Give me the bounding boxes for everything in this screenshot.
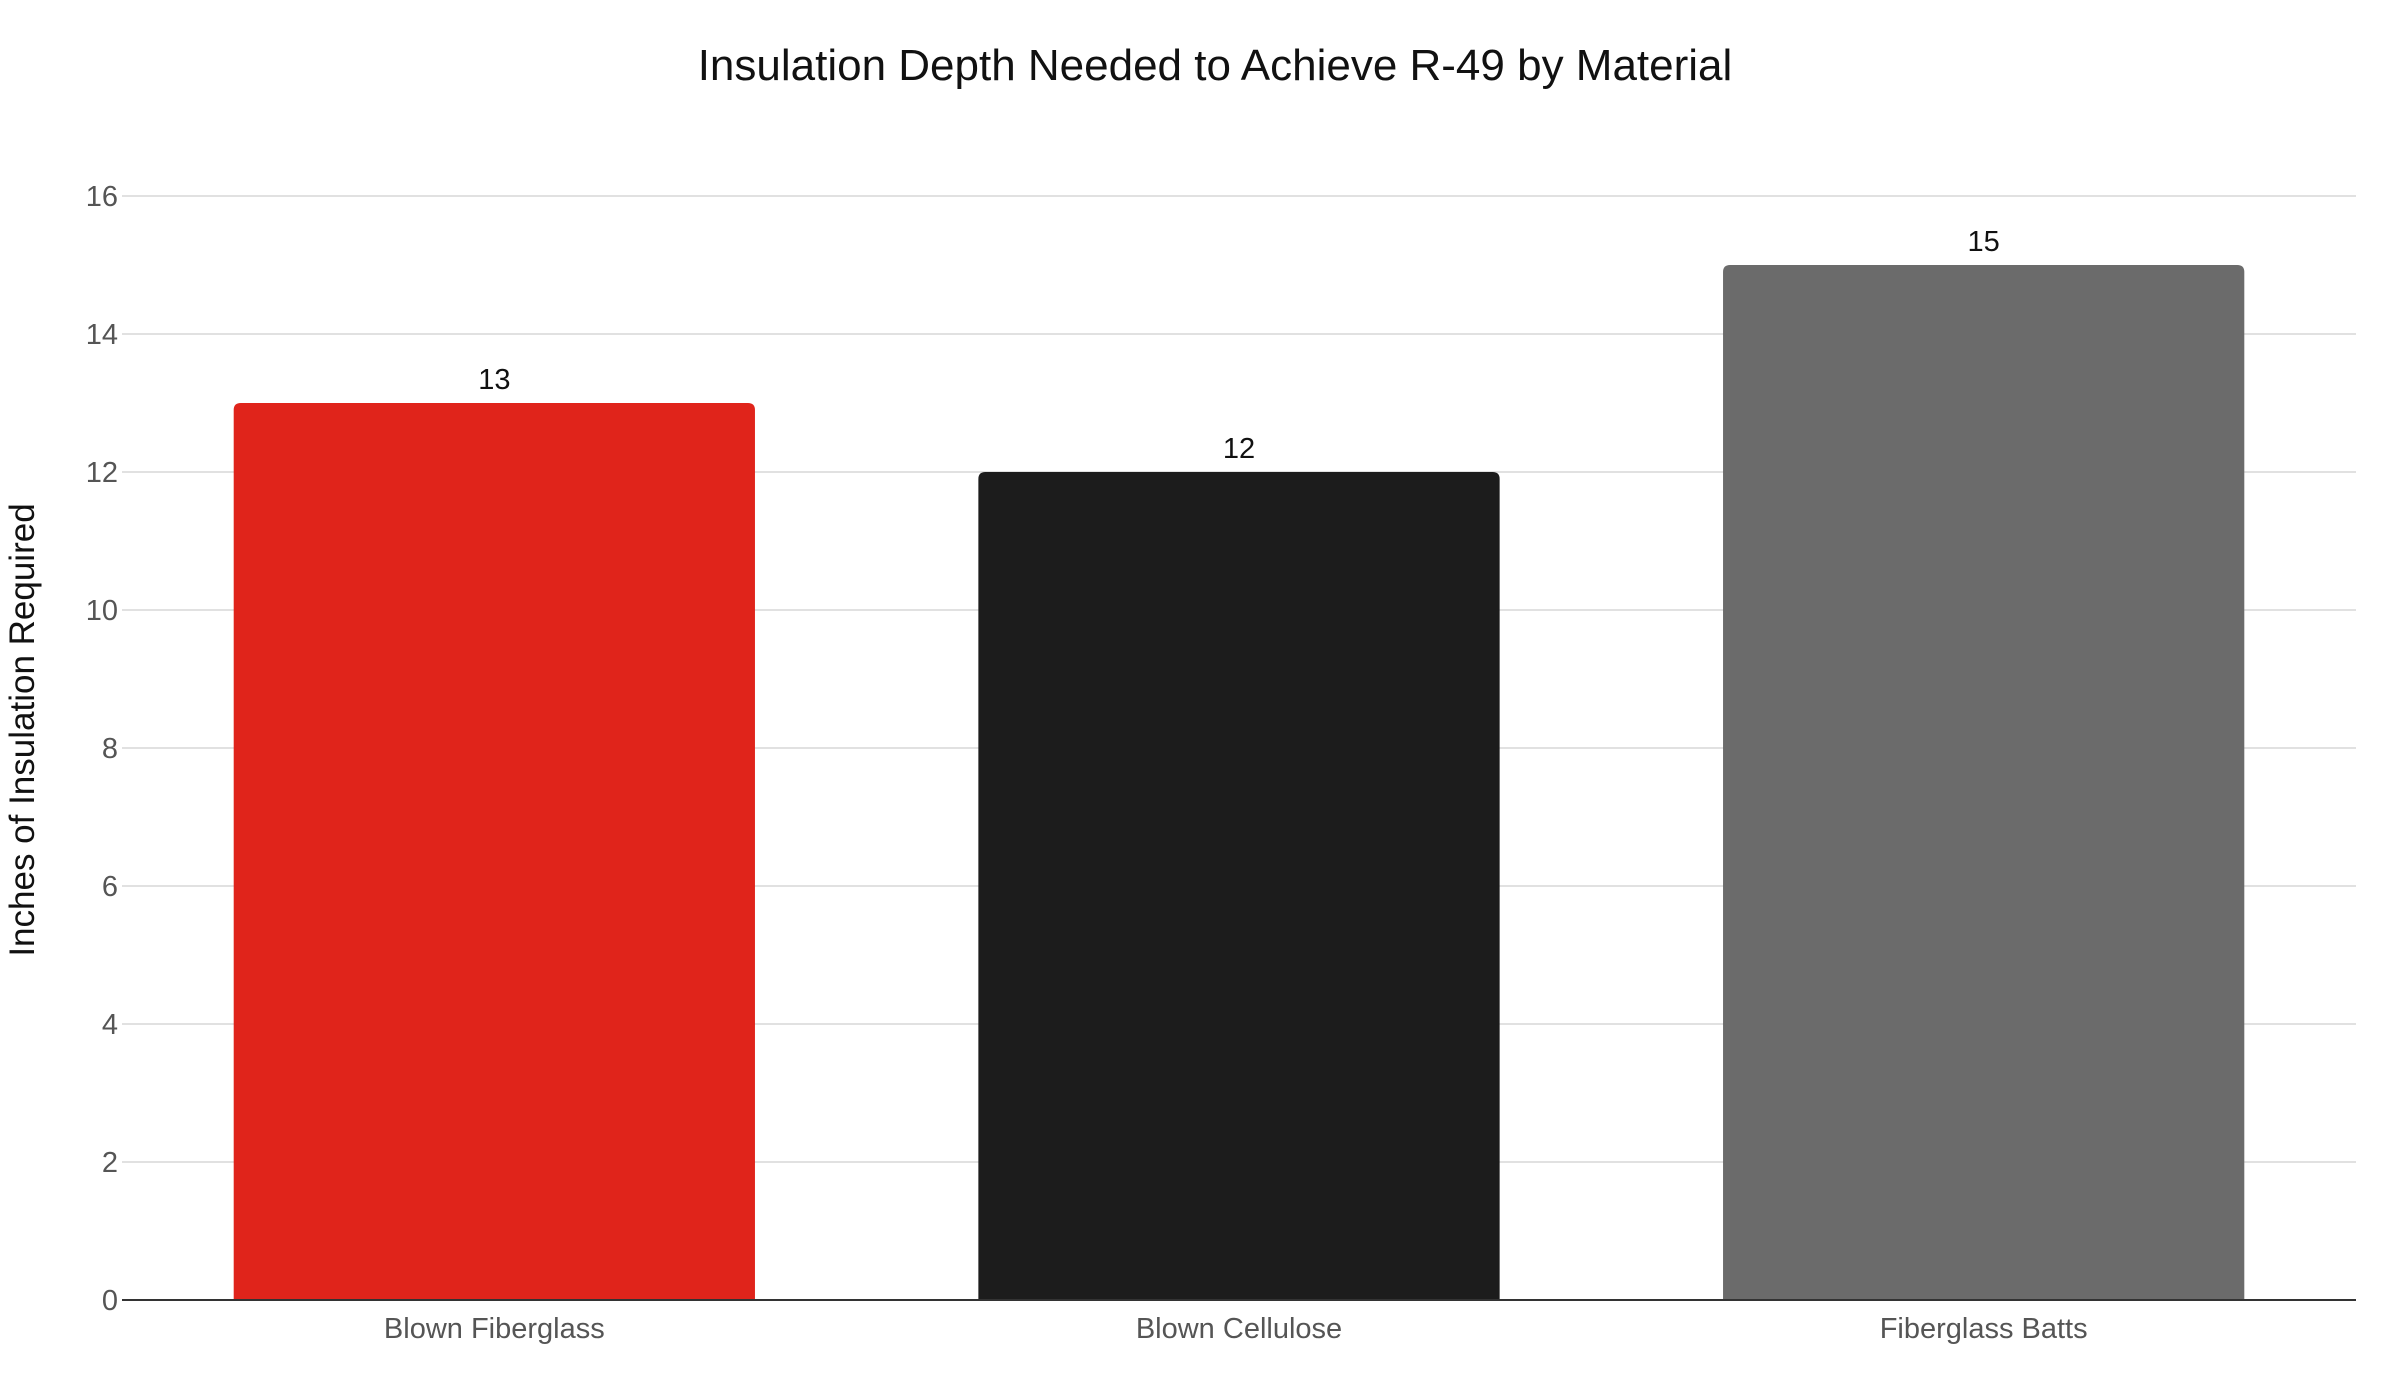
x-tick-label: Blown Cellulose — [1136, 1313, 1342, 1345]
bar-blown-fiberglass — [233, 403, 755, 1300]
data-label: 12 — [1223, 433, 1255, 465]
y-tick-label: 14 — [86, 319, 118, 351]
x-tick-label: Blown Fiberglass — [384, 1313, 605, 1345]
chart-title: Insulation Depth Needed to Achieve R-49 … — [698, 41, 1733, 90]
y-axis-title: Inches of Insulation Required — [3, 503, 42, 956]
data-label: 15 — [1968, 226, 2000, 258]
y-tick-label: 12 — [86, 457, 118, 489]
x-axis-ticks: Blown Fiberglass Blown Cellulose Fiberglas… — [384, 1313, 2088, 1345]
y-tick-label: 8 — [102, 733, 118, 765]
y-tick-label: 10 — [86, 595, 118, 627]
y-tick-label: 16 — [86, 181, 118, 213]
bar-fiberglass-batts — [1723, 265, 2245, 1300]
data-label: 13 — [478, 364, 510, 396]
data-labels: 13 12 15 — [478, 226, 2000, 465]
y-tick-label: 4 — [102, 1009, 118, 1041]
y-tick-label: 0 — [102, 1285, 118, 1317]
y-tick-label: 6 — [102, 871, 118, 903]
y-tick-label: 2 — [102, 1147, 118, 1179]
bars — [233, 265, 2245, 1300]
y-axis-ticks: 0 2 4 6 8 10 12 14 16 — [86, 181, 118, 1317]
x-tick-label: Fiberglass Batts — [1880, 1313, 2088, 1345]
bar-blown-cellulose — [978, 472, 1500, 1300]
